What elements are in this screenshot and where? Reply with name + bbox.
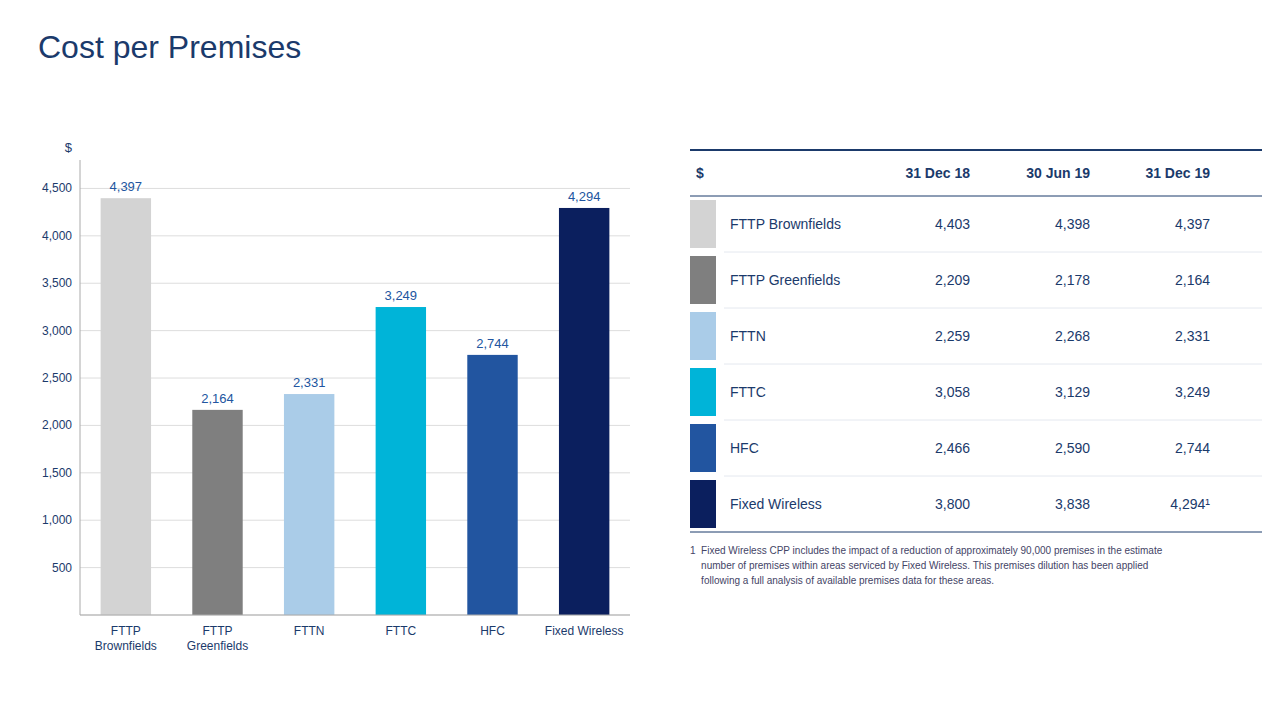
table-header: 31 Dec 19	[1145, 165, 1210, 181]
category-label: FTTPBrownfields	[95, 624, 157, 653]
category-label: FTTPGreenfields	[187, 624, 248, 653]
table-cell: HFC	[730, 440, 759, 456]
data-label: 3,249	[385, 288, 418, 303]
grid-line	[80, 378, 630, 379]
table-rule	[690, 149, 1262, 151]
grid-line	[80, 188, 630, 189]
title: Cost per Premises	[38, 29, 301, 65]
table-cell: FTTP Brownfields	[730, 216, 841, 232]
y-label: $	[65, 140, 73, 155]
table-cell: 3,800	[935, 496, 970, 512]
grid-line	[80, 472, 630, 473]
data-label: 4,397	[110, 179, 143, 194]
table-swatch	[690, 312, 716, 360]
table-cell: 3,058	[935, 384, 970, 400]
bar	[284, 394, 334, 615]
data-label: 2,164	[201, 391, 234, 406]
table-cell: Fixed Wireless	[730, 496, 822, 512]
table-cell: 2,268	[1055, 328, 1090, 344]
grid-line	[80, 425, 630, 426]
bar	[559, 208, 609, 615]
table-cell: 3,249	[1175, 384, 1210, 400]
grid-line	[80, 615, 630, 616]
table-swatch	[690, 200, 716, 248]
table-cell: 2,590	[1055, 440, 1090, 456]
table-row-rule	[724, 364, 1262, 365]
bars	[101, 198, 610, 615]
tick-label: 4,000	[42, 229, 72, 243]
category-label: Fixed Wireless	[545, 624, 624, 638]
table-swatch	[690, 368, 716, 416]
table-cell: 2,178	[1055, 272, 1090, 288]
table-row-rule	[724, 476, 1262, 477]
tick-label: 2,500	[42, 371, 72, 385]
table-cell: 2,209	[935, 272, 970, 288]
tick-label: 1,500	[42, 466, 72, 480]
table-row-rule	[724, 420, 1262, 421]
data-label: 2,744	[476, 336, 509, 351]
grid-line	[80, 330, 630, 331]
table-cell: 4,398	[1055, 216, 1090, 232]
bar	[101, 198, 151, 615]
y-axis	[80, 160, 81, 615]
table-cell: 3,129	[1055, 384, 1090, 400]
tick-label: 1,000	[42, 513, 72, 527]
tick-label: 3,000	[42, 324, 72, 338]
tick-label: 3,500	[42, 276, 72, 290]
table-cell: FTTP Greenfields	[730, 272, 840, 288]
grid-line	[80, 235, 630, 236]
table-row-rule	[724, 308, 1262, 309]
tick-label: 2,000	[42, 418, 72, 432]
table-rule	[690, 532, 1262, 533]
table-cell: 4,294¹	[1170, 496, 1210, 512]
table-cell: FTTC	[730, 384, 766, 400]
grid-line	[80, 283, 630, 284]
table-cell: FTTN	[730, 328, 766, 344]
table-cell: 2,164	[1175, 272, 1210, 288]
bar	[192, 410, 242, 615]
table-rule	[690, 196, 1262, 197]
footnote: 1 Fixed Wireless CPP includes the impact…	[690, 545, 1163, 586]
category-label: HFC	[480, 624, 505, 638]
chart: Cost per Premises 500 1,000 1,500 2,000 2,500…	[0, 0, 1280, 720]
x-axis	[80, 615, 630, 616]
tick-label: 4,500	[42, 181, 72, 195]
table-cell: 2,259	[935, 328, 970, 344]
table-swatch	[690, 424, 716, 472]
table-cell: 4,403	[935, 216, 970, 232]
table-header: $	[696, 165, 704, 181]
data-label: 2,331	[293, 375, 326, 390]
category-label: FTTC	[386, 624, 417, 638]
table-cell: 2,331	[1175, 328, 1210, 344]
table-swatch	[690, 480, 716, 528]
table-header: 31 Dec 18	[905, 165, 970, 181]
grid-line	[80, 567, 630, 568]
tick-label: 500	[52, 561, 72, 575]
category-label: FTTN	[294, 624, 325, 638]
bar	[467, 355, 517, 615]
grid-line	[80, 520, 630, 521]
bar	[376, 307, 426, 615]
table-row-rule	[724, 252, 1262, 253]
table-header: 30 Jun 19	[1026, 165, 1090, 181]
table-cell: 4,397	[1175, 216, 1210, 232]
table-swatch	[690, 256, 716, 304]
grid	[80, 188, 630, 615]
data-label: 4,294	[568, 189, 601, 204]
table-cell: 3,838	[1055, 496, 1090, 512]
table-cell: 2,466	[935, 440, 970, 456]
table-cell: 2,744	[1175, 440, 1210, 456]
